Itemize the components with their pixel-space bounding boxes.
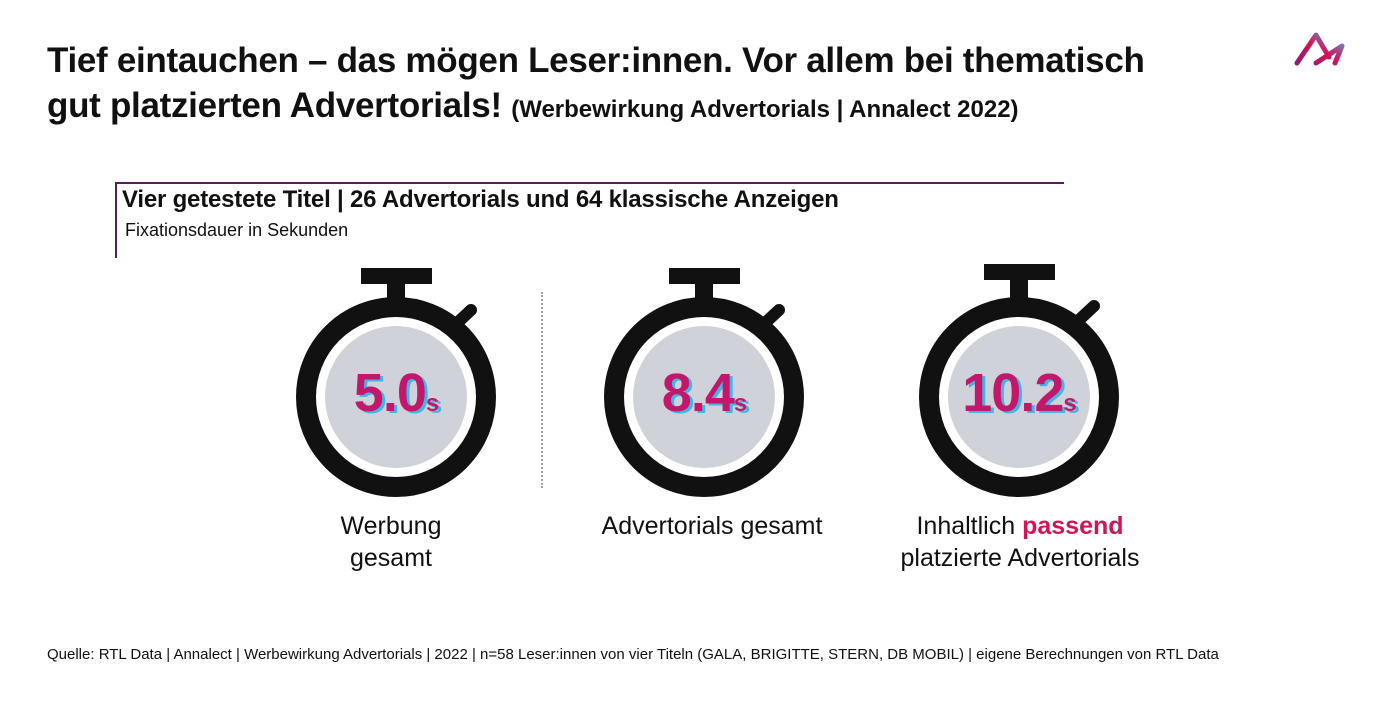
timer-passend: 10.2s: [919, 262, 1159, 522]
panel-title: Vier getestete Titel | 26 Advertorials u…: [122, 186, 839, 213]
stopwatch-icon: [604, 268, 804, 497]
timer-number: 10.2: [962, 363, 1064, 423]
page-title: Tief eintauchen – das mögen Leser:innen.…: [47, 38, 1197, 132]
label-line: Inhaltlich passend: [870, 510, 1170, 542]
page-title-text: Tief eintauchen – das mögen Leser:innen.…: [47, 41, 1145, 125]
timer-value: 10.2s: [919, 362, 1119, 424]
label-line: platzierte Advertorials: [900, 544, 1140, 572]
timer-unit: s: [1063, 390, 1076, 417]
timer-werbung: 5.0s: [296, 266, 536, 526]
timer-value: 5.0s: [296, 362, 496, 424]
timer-unit: s: [425, 390, 439, 417]
divider: [541, 292, 543, 488]
stopwatch-icon: [919, 264, 1119, 497]
timer-label-passend: Inhaltlich passend platzierte Advertoria…: [870, 510, 1170, 574]
annalect-logo-icon: [1294, 32, 1345, 66]
timer-value: 8.4s: [604, 362, 804, 424]
label-prefix: Inhaltlich: [916, 512, 1023, 540]
timer-number: 5.0: [353, 363, 427, 423]
page-title-source: (Werbewirkung Advertorials | Annalect 20…: [511, 96, 1019, 123]
timer-label-advertorials: Advertorials gesamt: [562, 510, 862, 542]
label-line: Werbung: [340, 512, 442, 540]
timer-unit: s: [733, 390, 747, 417]
panel-frame-top: [115, 182, 1064, 184]
label-line: Advertorials gesamt: [601, 512, 823, 540]
panel-frame-left: [115, 182, 117, 258]
label-line: gesamt: [350, 544, 432, 572]
label-highlight: passend: [1022, 512, 1124, 540]
timer-number: 8.4: [661, 363, 735, 423]
stopwatch-icon: [296, 268, 496, 497]
panel-subtitle: Fixationsdauer in Sekunden: [125, 220, 349, 240]
source-note: Quelle: RTL Data | Annalect | Werbewirku…: [47, 646, 1219, 663]
timer-label-werbung: Werbung gesamt: [291, 510, 491, 574]
timer-advertorials: 8.4s: [604, 266, 844, 526]
